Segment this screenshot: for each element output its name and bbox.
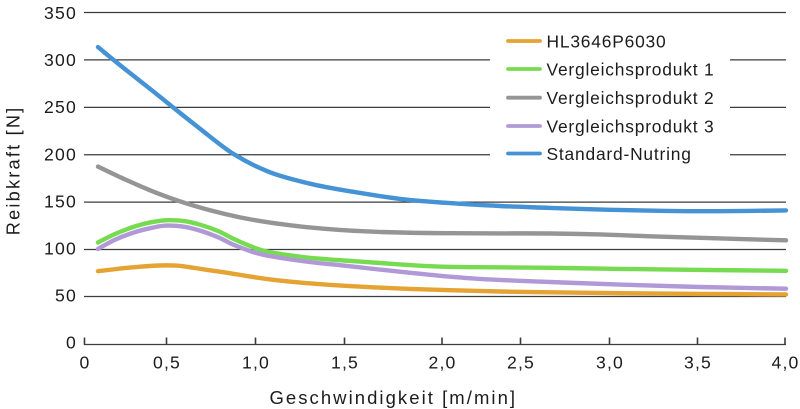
svg-text:0: 0 <box>80 352 91 372</box>
svg-text:3,0: 3,0 <box>596 352 624 372</box>
svg-text:Reibkraft [N]: Reibkraft [N] <box>3 106 23 236</box>
svg-text:200: 200 <box>44 144 77 164</box>
svg-text:1,0: 1,0 <box>242 352 270 372</box>
svg-text:100: 100 <box>44 239 77 259</box>
svg-text:350: 350 <box>44 3 77 23</box>
svg-text:0: 0 <box>66 333 77 353</box>
svg-text:150: 150 <box>44 191 77 211</box>
svg-text:Vergleichsprodukt 3: Vergleichsprodukt 3 <box>547 116 715 136</box>
svg-text:2,0: 2,0 <box>428 352 456 372</box>
svg-text:Vergleichsprodukt 1: Vergleichsprodukt 1 <box>547 59 715 79</box>
svg-text:2,5: 2,5 <box>507 352 535 372</box>
svg-text:Vergleichsprodukt 2: Vergleichsprodukt 2 <box>547 88 715 108</box>
svg-text:3,5: 3,5 <box>684 352 712 372</box>
svg-text:Standard-Nutring: Standard-Nutring <box>547 144 692 164</box>
svg-text:4,0: 4,0 <box>771 352 799 372</box>
svg-text:50: 50 <box>55 286 77 306</box>
svg-text:250: 250 <box>44 97 77 117</box>
svg-text:1,5: 1,5 <box>331 352 359 372</box>
svg-text:Geschwindigkeit [m/min]: Geschwindigkeit [m/min] <box>269 387 517 408</box>
svg-text:HL3646P6030: HL3646P6030 <box>547 31 667 51</box>
svg-text:300: 300 <box>44 50 77 70</box>
svg-text:0,5: 0,5 <box>153 352 181 372</box>
